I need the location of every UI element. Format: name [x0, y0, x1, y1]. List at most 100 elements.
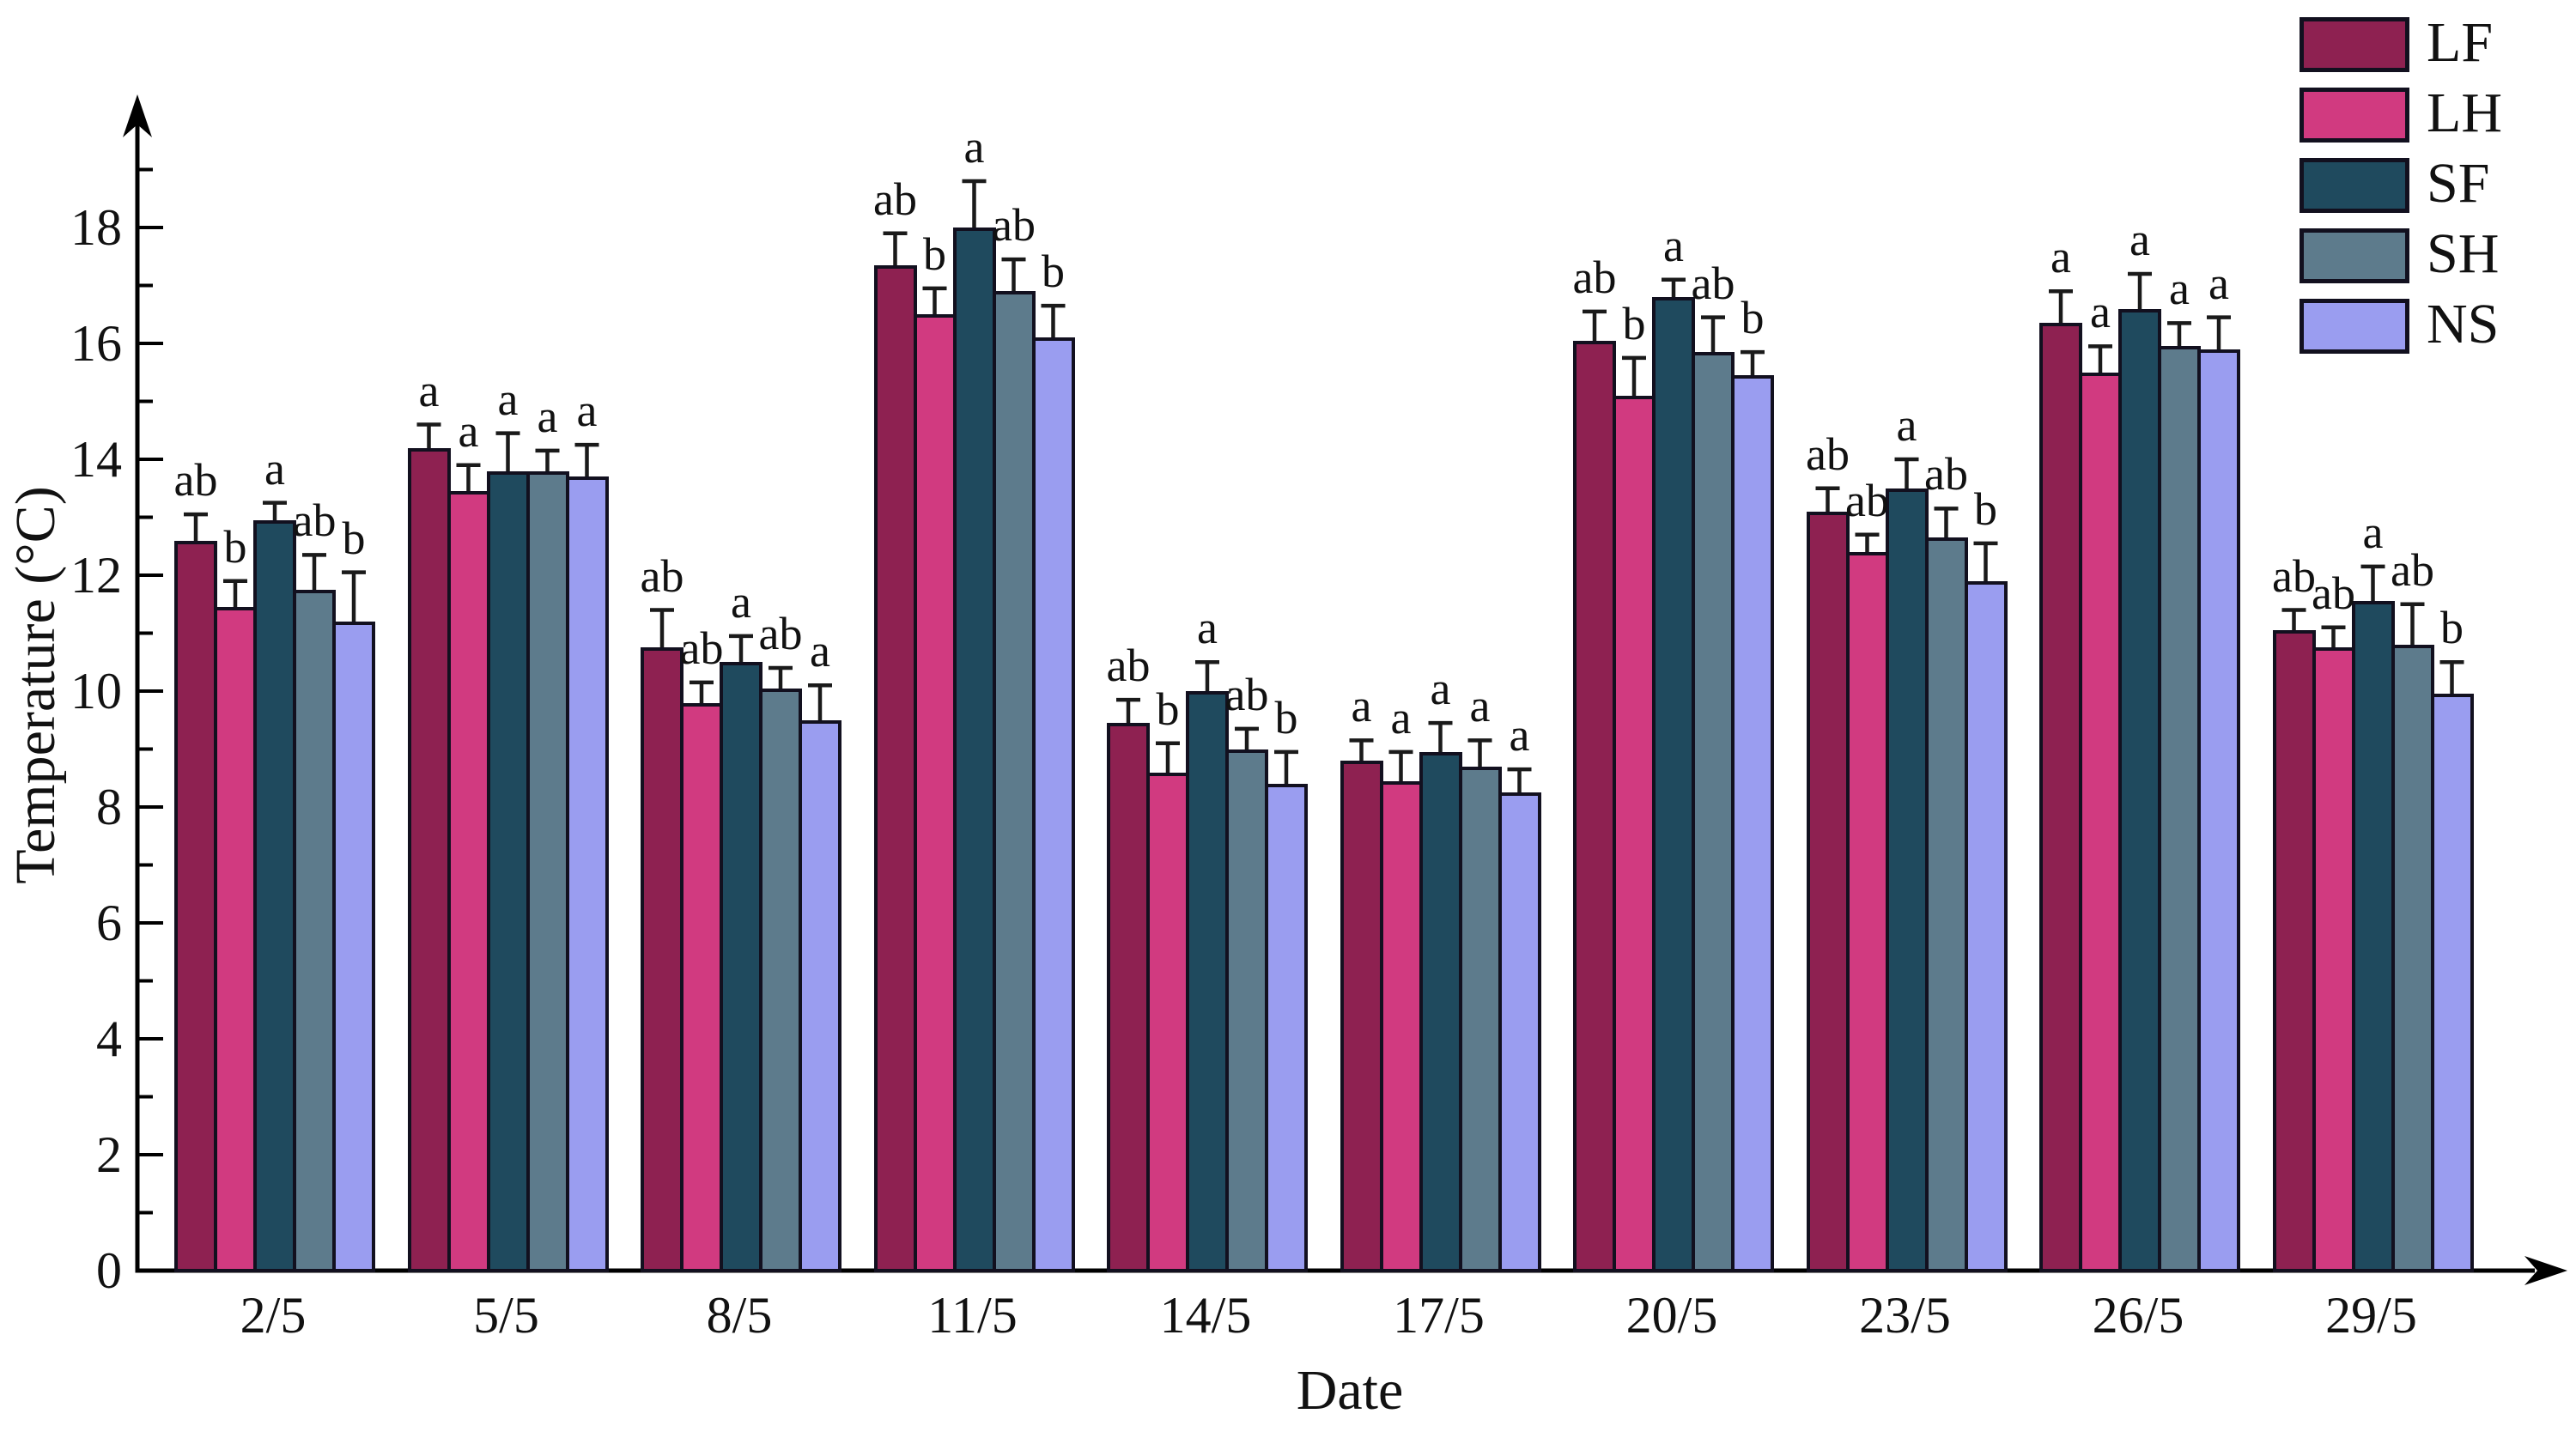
bar-NS-23/5: [1964, 580, 2008, 1272]
bar-SH-17/5: [1458, 766, 1502, 1272]
legend-swatch-LF: [2300, 17, 2409, 72]
sig-letter-SH-23/5: ab: [1924, 448, 1968, 501]
sig-letter-NS-29/5: b: [2440, 602, 2464, 654]
sig-letter-LH-29/5: ab: [2312, 567, 2355, 619]
bar-SH-14/5: [1225, 749, 1268, 1272]
sig-letter-LF-11/5: ab: [873, 173, 917, 225]
bar-SH-8/5: [759, 688, 802, 1272]
bar-NS-29/5: [2430, 694, 2474, 1272]
bar-SF-26/5: [2118, 308, 2161, 1272]
sig-letter-NS-23/5: b: [1974, 482, 1997, 535]
bar-LH-8/5: [680, 702, 723, 1272]
bar-NS-14/5: [1265, 784, 1308, 1272]
sig-letter-NS-2/5: b: [342, 512, 366, 564]
x-tick-label: 8/5: [706, 1287, 773, 1344]
legend-label-LF: LF: [2427, 11, 2494, 74]
legend-label-SF: SF: [2427, 152, 2490, 215]
bar-LH-26/5: [2079, 372, 2122, 1272]
sig-letter-NS-11/5: b: [1042, 246, 1065, 298]
legend-swatch-SH: [2300, 228, 2409, 283]
sig-letter-LF-8/5: ab: [640, 549, 684, 602]
sig-letter-NS-26/5: a: [2208, 257, 2229, 309]
sig-letter-SH-2/5: ab: [292, 495, 337, 547]
sig-letter-SF-11/5: a: [963, 121, 985, 173]
sig-letter-SH-14/5: ab: [1224, 668, 1269, 720]
legend-label-SH: SH: [2427, 222, 2500, 285]
bar-LF-20/5: [1573, 340, 1616, 1272]
sig-letter-LF-26/5: a: [2050, 231, 2071, 283]
bar-SF-17/5: [1419, 751, 1462, 1272]
sig-letter-LF-17/5: a: [1351, 680, 1372, 732]
sig-letter-SH-8/5: ab: [758, 608, 803, 659]
sig-letter-LF-14/5: ab: [1106, 640, 1151, 692]
sig-letter-LF-23/5: ab: [1806, 428, 1850, 480]
y-tick-label: 4: [96, 1010, 122, 1067]
x-tick-label: 26/5: [2092, 1287, 2184, 1344]
sig-letter-SH-11/5: ab: [992, 199, 1036, 252]
x-tick-label: 14/5: [1159, 1287, 1252, 1344]
bar-NS-8/5: [799, 719, 841, 1272]
y-tick-label: 16: [70, 315, 122, 372]
bar-LH-5/5: [447, 491, 490, 1272]
bar-SH-20/5: [1692, 352, 1735, 1272]
bar-SH-2/5: [293, 589, 336, 1272]
sig-letter-LH-14/5: b: [1156, 683, 1180, 735]
sig-letter-LH-26/5: a: [2090, 286, 2111, 338]
legend-swatch-NS: [2300, 299, 2409, 354]
bar-NS-20/5: [1731, 375, 1774, 1272]
sig-letter-LH-20/5: b: [1622, 297, 1646, 349]
x-axis-title: Date: [1296, 1359, 1404, 1422]
bar-LF-17/5: [1340, 761, 1383, 1272]
sig-letter-LH-17/5: a: [1390, 691, 1412, 743]
bar-SH-23/5: [1924, 537, 1968, 1272]
sig-letter-SF-26/5: a: [2129, 214, 2150, 265]
sig-letter-LH-2/5: b: [223, 520, 247, 573]
sig-letter-SF-5/5: a: [497, 373, 519, 425]
bar-LF-8/5: [641, 647, 683, 1272]
bar-SH-29/5: [2391, 645, 2434, 1272]
bar-NS-2/5: [332, 622, 375, 1272]
sig-letter-NS-20/5: b: [1741, 292, 1765, 344]
bar-LF-14/5: [1107, 723, 1150, 1272]
bar-LH-11/5: [913, 314, 957, 1272]
bar-NS-17/5: [1498, 792, 1541, 1272]
y-tick-label: 6: [96, 895, 122, 951]
sig-letter-LH-11/5: b: [923, 228, 946, 280]
bar-LH-29/5: [2312, 647, 2355, 1272]
bar-LF-23/5: [1806, 511, 1850, 1272]
bar-SF-8/5: [720, 662, 762, 1272]
y-axis-arrow-icon: [123, 94, 152, 137]
legend-swatch-SF: [2300, 158, 2409, 213]
x-tick-label: 23/5: [1859, 1287, 1951, 1344]
bar-LF-26/5: [2039, 323, 2082, 1272]
bar-SF-14/5: [1186, 691, 1229, 1272]
sig-letter-SF-29/5: a: [2362, 506, 2384, 558]
sig-letter-NS-14/5: b: [1274, 691, 1298, 743]
legend-label-NS: NS: [2427, 293, 2500, 355]
bar-LH-14/5: [1146, 772, 1189, 1272]
sig-letter-SH-29/5: ab: [2391, 543, 2434, 596]
y-tick-label: 2: [96, 1126, 122, 1183]
y-tick-label: 18: [70, 199, 122, 256]
bar-NS-11/5: [1031, 337, 1075, 1272]
sig-letter-SF-8/5: a: [731, 575, 751, 628]
x-tick-label: 20/5: [1625, 1287, 1718, 1344]
bar-NS-5/5: [565, 476, 609, 1272]
sig-letter-NS-8/5: a: [810, 625, 830, 677]
y-tick-label: 0: [96, 1242, 122, 1299]
bar-LF-2/5: [174, 540, 217, 1272]
sig-letter-SF-23/5: a: [1896, 399, 1917, 451]
y-tick-label: 14: [70, 431, 122, 488]
x-tick-label: 17/5: [1393, 1287, 1485, 1344]
sig-letter-SH-17/5: a: [1469, 680, 1491, 732]
bar-SH-5/5: [526, 470, 569, 1272]
sig-letter-LF-5/5: a: [418, 364, 440, 416]
bar-LH-2/5: [214, 607, 257, 1272]
bar-SF-11/5: [952, 228, 996, 1272]
bar-LF-11/5: [873, 264, 917, 1272]
bar-SH-11/5: [992, 291, 1036, 1272]
sig-letter-SF-14/5: a: [1197, 602, 1218, 654]
sig-letter-SF-20/5: a: [1663, 219, 1684, 271]
sig-letter-LF-2/5: ab: [173, 454, 218, 507]
